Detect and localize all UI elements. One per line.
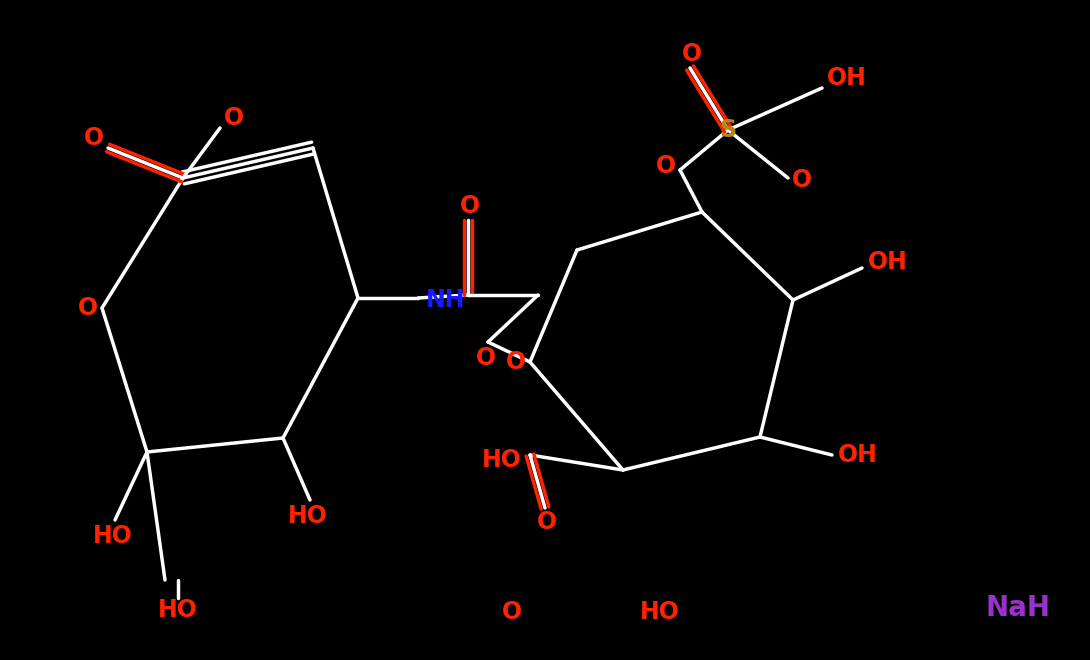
Text: O: O — [537, 510, 557, 534]
Text: OH: OH — [868, 250, 908, 274]
Text: O: O — [78, 296, 98, 320]
Text: HO: HO — [482, 448, 522, 472]
Text: O: O — [656, 154, 676, 178]
Text: O: O — [84, 126, 104, 150]
Text: OH: OH — [838, 443, 877, 467]
Text: HO: HO — [158, 598, 198, 622]
Text: S: S — [719, 118, 737, 142]
Text: O: O — [682, 42, 702, 66]
Text: O: O — [476, 346, 496, 370]
Text: NH: NH — [426, 288, 465, 312]
Text: HO: HO — [93, 524, 133, 548]
Text: HO: HO — [288, 504, 328, 528]
Text: O: O — [460, 194, 480, 218]
Text: NaH: NaH — [985, 594, 1051, 622]
Text: O: O — [501, 600, 522, 624]
Text: HO: HO — [640, 600, 680, 624]
Text: O: O — [792, 168, 812, 192]
Text: O: O — [223, 106, 244, 130]
Text: OH: OH — [827, 66, 867, 90]
Text: O: O — [506, 350, 526, 374]
